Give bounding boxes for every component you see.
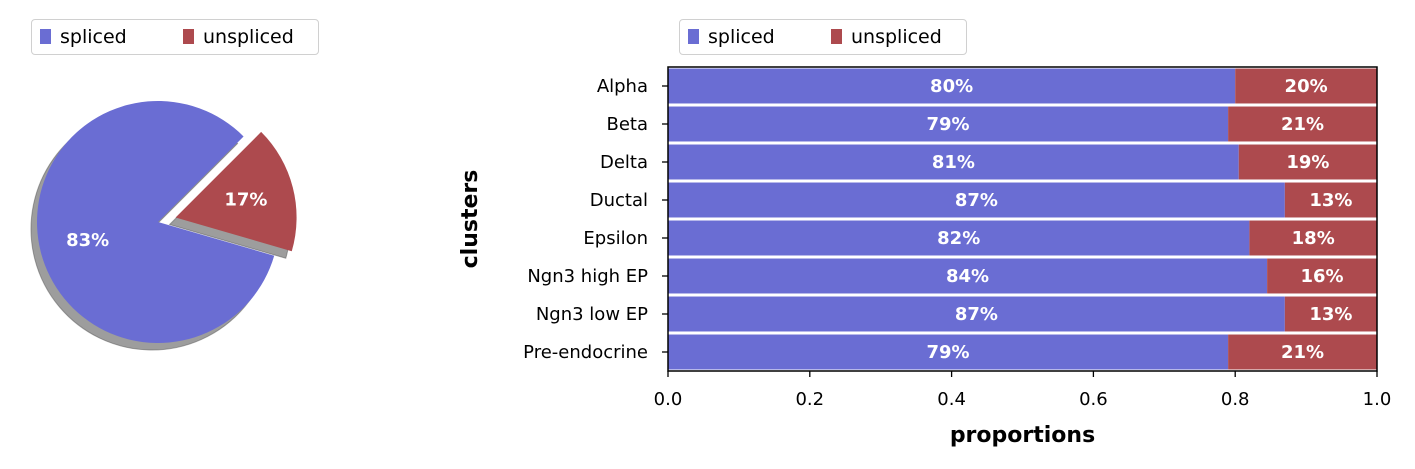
y-tick-label: Alpha [597,76,648,97]
bar-data-label: 13% [1309,304,1352,325]
legend-swatch-unspliced [183,29,194,44]
pie-legend-item-unspliced: unspliced [183,20,294,53]
legend-swatch-spliced [40,29,51,44]
bar-legend-item-spliced: spliced [688,20,775,53]
x-tick-label: 1.0 [1363,389,1392,410]
bar-data-label: 79% [927,114,970,135]
legend-swatch-spliced [688,29,699,44]
legend-label: spliced [708,25,775,48]
y-tick-label: Epsilon [583,228,648,249]
x-tick-label: 0.4 [937,389,966,410]
bar-data-label: 82% [937,228,980,249]
bar-data-label: 87% [955,190,998,211]
bar-unspliced [1249,220,1377,256]
y-tick-label: Ductal [590,190,648,211]
bar-unspliced [1284,182,1377,218]
y-axis-label: clusters [458,170,483,269]
y-tick-label: Beta [606,114,648,135]
bar-spliced [668,220,1250,256]
bar-chart: 80% 20% Alpha 79% 21% Beta 81% 19% Delta 87% 13% Du… [458,66,1392,448]
bar-data-label: 87% [955,304,998,325]
x-tick-label: 0.0 [654,389,683,410]
x-axis-label: proportions [950,423,1095,448]
legend-label: unspliced [203,25,294,48]
x-tick-label: 0.2 [795,389,824,410]
bar-data-label: 81% [932,152,975,173]
bar-data-label: 21% [1281,342,1324,363]
bar-spliced [668,334,1229,370]
y-tick-label: Delta [600,152,648,173]
pie-slice-label-spliced: 83% [66,230,109,251]
bar-unspliced [1267,258,1377,294]
legend-swatch-unspliced [831,29,842,44]
bar-legend: spliced unspliced [679,19,967,55]
bar-data-label: 80% [930,76,973,97]
bar-spliced [668,296,1285,332]
bar-spliced [668,182,1285,218]
bar-data-label: 18% [1292,228,1335,249]
bar-data-label: 13% [1309,190,1352,211]
pie-slice-spliced [37,101,275,344]
pie-slice-label-unspliced: 17% [224,189,267,210]
pie-legend: spliced unspliced [31,19,319,55]
bar-data-label: 84% [946,266,989,287]
bar-spliced [668,258,1268,294]
bar-legend-item-unspliced: unspliced [831,20,942,53]
pie-legend-item-spliced: spliced [40,20,127,53]
bar-unspliced [1238,144,1377,180]
pie-chart: 83% 17% [30,101,297,351]
y-tick-label: Pre-endocrine [523,342,648,363]
bar-unspliced [1235,68,1377,104]
bar-unspliced [1228,334,1377,370]
bar-unspliced [1228,106,1377,142]
bar-data-label: 19% [1286,152,1329,173]
plot-frame [667,66,1378,372]
legend-label: spliced [60,25,127,48]
bar-data-label: 16% [1301,266,1344,287]
y-tick-label: Ngn3 low EP [536,304,648,325]
pie-slice-unspliced [175,131,297,252]
bar-spliced [668,144,1239,180]
y-tick-label: Ngn3 high EP [527,266,648,287]
bar-spliced [668,106,1229,142]
bar-data-label: 21% [1281,114,1324,135]
x-tick-label: 0.8 [1221,389,1250,410]
bar-spliced [668,68,1236,104]
bar-data-label: 20% [1285,76,1328,97]
legend-label: unspliced [851,25,942,48]
bar-unspliced [1284,296,1377,332]
bar-data-label: 79% [927,342,970,363]
x-tick-label: 0.6 [1079,389,1108,410]
